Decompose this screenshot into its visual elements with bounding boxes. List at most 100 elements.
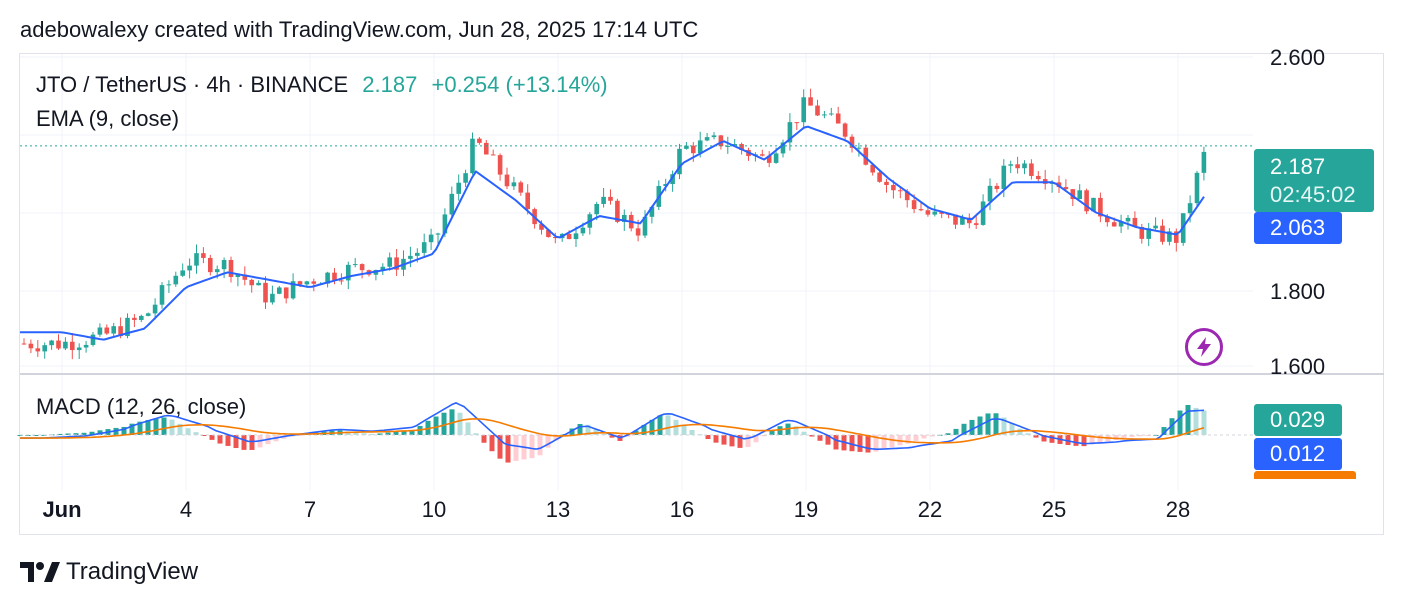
candle-body: [539, 224, 544, 230]
candle-body: [132, 317, 137, 320]
macd-histogram-bar: [505, 435, 511, 463]
candle-body: [787, 122, 793, 143]
candle-body: [1070, 189, 1076, 200]
candle-body: [70, 341, 75, 351]
candle-body: [773, 153, 779, 163]
candle-body: [967, 217, 972, 224]
macd-histogram-bar: [1017, 428, 1023, 435]
candle-body: [97, 327, 103, 335]
macd-histogram-bar: [145, 420, 151, 435]
candle-body: [415, 252, 420, 256]
countdown-value: 02:45:02: [1270, 182, 1356, 207]
candle-body: [49, 340, 54, 346]
macd-histogram-bar: [889, 435, 895, 448]
macd-histogram-bar: [193, 432, 199, 435]
macd-layer: [17, 402, 1253, 463]
macd-histogram-bar: [657, 415, 663, 435]
candle-body: [1153, 225, 1158, 229]
candle-body: [1146, 228, 1151, 239]
ema-line: [20, 125, 1205, 341]
macd-histogram-bar: [609, 435, 615, 438]
macd-histogram-bar: [865, 435, 871, 453]
candle-body: [594, 203, 599, 215]
footer-brand[interactable]: TradingView: [20, 558, 198, 586]
candle-body: [911, 200, 917, 210]
candle-body: [1029, 163, 1034, 176]
candle-body: [1077, 190, 1082, 200]
macd-histogram-bar: [601, 433, 607, 435]
macd-histogram-bar: [569, 428, 575, 435]
candle-body: [297, 281, 303, 285]
macd-histogram-bar: [793, 426, 799, 435]
candle-body: [1111, 222, 1117, 227]
macd-histogram-bar: [857, 435, 863, 452]
candle-body: [815, 105, 820, 116]
macd-histogram-bar: [905, 435, 911, 444]
candle-body: [760, 154, 765, 156]
candle-body: [677, 148, 682, 175]
candle-body: [90, 334, 96, 345]
candle-body: [1098, 197, 1103, 217]
candle-body: [490, 154, 496, 156]
macd-histogram-bar: [369, 433, 375, 435]
macd-histogram-bar: [745, 435, 751, 447]
candle-body: [42, 345, 47, 352]
candle-body: [1125, 217, 1131, 222]
candle-body: [152, 304, 158, 314]
candle-body: [856, 147, 862, 149]
macd-histogram-bar: [585, 424, 591, 435]
candle-body: [290, 281, 296, 299]
macd-histogram-bar: [801, 431, 807, 435]
candle-body: [256, 282, 261, 286]
candle-body: [56, 340, 61, 349]
time-axis-tick: 10: [422, 497, 446, 522]
macd-histogram-bar: [481, 435, 487, 443]
time-axis-tick: 4: [180, 497, 192, 522]
macd-histogram-bar: [1193, 407, 1199, 435]
candle-body: [518, 182, 524, 193]
macd-histogram-bar: [673, 419, 679, 435]
macd-histogram-bar: [1201, 410, 1207, 435]
candle-body: [960, 217, 965, 225]
macd-histogram-bar: [961, 423, 967, 435]
candle-body: [1174, 231, 1179, 243]
candle-body: [1091, 197, 1096, 212]
candle-body: [214, 269, 220, 273]
candle-body: [994, 185, 1000, 190]
macd-histogram-bar: [121, 426, 127, 435]
candle-body: [270, 293, 275, 303]
candle-body: [394, 257, 399, 270]
candle-body: [249, 279, 254, 286]
candle-body: [1036, 175, 1041, 180]
candle-body: [649, 206, 655, 217]
macd-histogram-bar: [729, 435, 735, 447]
candle-body: [111, 326, 116, 334]
candle-body: [939, 211, 944, 214]
candle-body: [1118, 221, 1124, 227]
macd-histogram-bar: [1161, 427, 1167, 435]
candle-body: [849, 136, 855, 148]
candle-body: [615, 200, 620, 222]
candle-body: [987, 185, 993, 202]
candle-body: [766, 155, 772, 163]
macd-histogram-bar: [833, 435, 839, 450]
candles: [21, 88, 1207, 360]
candle-body: [1001, 165, 1007, 190]
candle-body: [83, 344, 89, 348]
macd-histogram-bar: [929, 435, 935, 437]
macd-histogram-bar: [1025, 433, 1031, 435]
macd-histogram-bar: [713, 435, 719, 443]
candle-body: [1132, 217, 1138, 227]
macd-histogram-bar: [225, 435, 231, 446]
macd-histogram-bar: [753, 435, 759, 443]
macd-histogram-bar: [689, 429, 695, 435]
candle-body: [663, 184, 668, 187]
macd-histogram-bar: [769, 430, 775, 435]
lightning-icon[interactable]: [1185, 328, 1223, 366]
macd-histogram-bar: [881, 435, 887, 450]
candle-body: [898, 190, 903, 192]
macd-histogram-bar: [761, 435, 767, 437]
candle-body: [732, 144, 737, 146]
macd-histogram-bar: [353, 432, 359, 435]
